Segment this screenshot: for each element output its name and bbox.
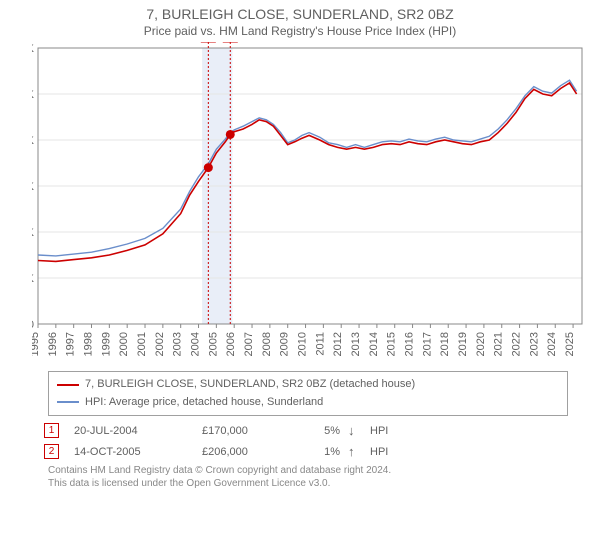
svg-text:2007: 2007 — [243, 332, 255, 356]
svg-text:2011: 2011 — [314, 332, 326, 356]
license-line2: This data is licensed under the Open Gov… — [48, 477, 568, 490]
svg-text:£250K: £250K — [32, 89, 35, 101]
legend-item-red: 7, BURLEIGH CLOSE, SUNDERLAND, SR2 0BZ (… — [57, 376, 559, 394]
legend-item-blue: HPI: Average price, detached house, Sund… — [57, 394, 559, 412]
svg-text:2000: 2000 — [118, 332, 130, 356]
arrow-up-icon: ↑ — [348, 444, 362, 459]
svg-text:1995: 1995 — [32, 332, 41, 356]
svg-text:2019: 2019 — [457, 332, 469, 356]
sale-date: 20-JUL-2004 — [74, 425, 194, 437]
marker-badge-2: 2 — [44, 444, 59, 459]
svg-text:2018: 2018 — [439, 332, 451, 356]
legend-swatch-blue — [57, 401, 79, 403]
hpi-label: HPI — [370, 425, 388, 437]
sale-price: £170,000 — [202, 425, 292, 437]
chart-title: 7, BURLEIGH CLOSE, SUNDERLAND, SR2 0BZ — [0, 0, 600, 22]
sale-diff: 1% — [300, 446, 340, 458]
svg-text:£150K: £150K — [32, 181, 35, 193]
arrow-down-icon: ↓ — [348, 423, 362, 438]
svg-text:2016: 2016 — [404, 332, 416, 356]
svg-text:2008: 2008 — [261, 332, 273, 356]
svg-text:2006: 2006 — [225, 332, 237, 356]
svg-text:£50K: £50K — [32, 273, 35, 285]
svg-text:2010: 2010 — [297, 332, 309, 356]
svg-text:2001: 2001 — [136, 332, 148, 356]
svg-text:2004: 2004 — [190, 332, 202, 356]
svg-text:£200K: £200K — [32, 135, 35, 147]
svg-text:1998: 1998 — [83, 332, 95, 356]
table-row: 2 14-OCT-2005 £206,000 1% ↑ HPI — [44, 441, 568, 462]
legend: 7, BURLEIGH CLOSE, SUNDERLAND, SR2 0BZ (… — [48, 371, 568, 416]
license-text: Contains HM Land Registry data © Crown c… — [48, 464, 568, 490]
svg-text:2005: 2005 — [207, 332, 219, 356]
svg-text:2012: 2012 — [332, 332, 344, 356]
svg-text:1996: 1996 — [47, 332, 59, 356]
svg-text:2020: 2020 — [475, 332, 487, 356]
svg-text:2013: 2013 — [350, 332, 362, 356]
svg-text:£0: £0 — [32, 319, 34, 331]
svg-text:£100K: £100K — [32, 227, 35, 239]
svg-text:2003: 2003 — [172, 332, 184, 356]
svg-text:£300K: £300K — [32, 43, 35, 55]
svg-text:2017: 2017 — [421, 332, 433, 356]
hpi-label: HPI — [370, 446, 388, 458]
sales-table: 1 20-JUL-2004 £170,000 5% ↓ HPI 2 14-OCT… — [44, 420, 568, 462]
sale-date: 14-OCT-2005 — [74, 446, 194, 458]
sale-price: £206,000 — [202, 446, 292, 458]
svg-text:2014: 2014 — [368, 332, 380, 356]
legend-swatch-red — [57, 384, 79, 386]
sale-diff: 5% — [300, 425, 340, 437]
chart-area: £0 £50K £100K £150K £200K £250K £300K 1995 1996 1… — [32, 42, 592, 365]
legend-label-blue: HPI: Average price, detached house, Sund… — [85, 394, 323, 412]
table-row: 1 20-JUL-2004 £170,000 5% ↓ HPI — [44, 420, 568, 441]
svg-text:2025: 2025 — [564, 332, 576, 356]
svg-text:1999: 1999 — [100, 332, 112, 356]
svg-text:2009: 2009 — [279, 332, 291, 356]
svg-text:2023: 2023 — [528, 332, 540, 356]
svg-text:2021: 2021 — [493, 332, 505, 356]
chart-subtitle: Price paid vs. HM Land Registry's House … — [0, 22, 600, 42]
svg-text:2024: 2024 — [546, 332, 558, 356]
svg-text:2015: 2015 — [386, 332, 398, 356]
svg-text:2002: 2002 — [154, 332, 166, 356]
legend-label-red: 7, BURLEIGH CLOSE, SUNDERLAND, SR2 0BZ (… — [85, 376, 415, 394]
marker-badge-1: 1 — [44, 423, 59, 438]
license-line1: Contains HM Land Registry data © Crown c… — [48, 464, 568, 477]
svg-text:2022: 2022 — [511, 332, 523, 356]
svg-text:1997: 1997 — [65, 332, 77, 356]
